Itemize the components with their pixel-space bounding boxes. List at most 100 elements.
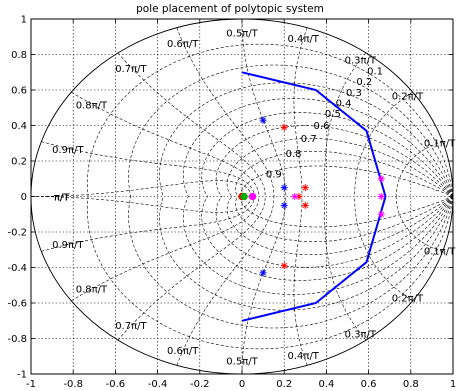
frequency-curve — [71, 91, 260, 197]
chart-title: pole placement of polytopic system — [136, 3, 324, 15]
damping-label: 0.2 — [356, 77, 372, 88]
frequency-label: 0.4π/T — [288, 351, 320, 362]
x-tick-label: 0.2 — [276, 379, 292, 390]
damping-label: 0.5 — [325, 109, 341, 120]
pole-marker — [259, 116, 267, 124]
y-tick-label: 0.8 — [11, 50, 27, 61]
zgrid-layer — [31, 19, 454, 374]
frequency-label: 0.3π/T — [345, 329, 377, 340]
frequency-label: π/T — [54, 193, 70, 204]
frequency-label: 0.7π/T — [115, 64, 147, 75]
star-stroke — [302, 184, 309, 191]
frequency-label: π/T — [54, 193, 70, 204]
star-stroke — [378, 193, 385, 200]
y-tick-label: -0.6 — [7, 299, 27, 310]
frequency-label: 0.7π/T — [115, 321, 147, 332]
frequency-label: 0.8π/T — [76, 100, 108, 111]
star-stroke — [291, 193, 298, 200]
frequency-curve — [241, 196, 287, 374]
frequency-label: 0.9π/T — [52, 145, 84, 156]
star-stroke — [260, 270, 266, 276]
damping-label: 0.7 — [301, 134, 317, 145]
star-stroke — [378, 211, 385, 218]
frequency-curve — [41, 141, 255, 197]
frequency-curve — [293, 27, 308, 197]
damping-curve — [215, 196, 454, 268]
y-tick-label: 0.2 — [11, 157, 27, 168]
frequency-curve — [31, 196, 252, 213]
damping-label: 0.6 — [314, 121, 330, 132]
pole-marker — [280, 184, 288, 192]
points-layer — [238, 116, 385, 277]
pole-marker — [377, 210, 385, 218]
frequency-label: 0.1π/T — [424, 246, 456, 257]
pole-marker — [377, 175, 385, 183]
damping-label: 0.4 — [336, 98, 352, 109]
x-tick-label: -1 — [26, 379, 36, 390]
x-tick-label: 0.6 — [361, 379, 377, 390]
pole-dot — [248, 192, 257, 201]
x-tick-label: -0.4 — [148, 379, 168, 390]
pole-marker — [280, 262, 288, 270]
y-tick-label: 0 — [21, 192, 27, 203]
frequency-curve — [323, 52, 367, 197]
frequency-label: 0.2π/T — [392, 91, 424, 102]
star-stroke — [281, 202, 288, 209]
x-tick-label: 0 — [239, 379, 245, 390]
damping-curve — [215, 125, 454, 197]
frequency-label: 0.3π/T — [345, 56, 377, 67]
y-tick-label: -0.2 — [7, 228, 27, 239]
pole-marker — [377, 193, 385, 200]
pole-dot — [240, 192, 248, 201]
damping-curve — [159, 196, 454, 311]
frequency-curve — [41, 196, 255, 252]
pole-marker — [291, 193, 299, 200]
x-tick-label: -0.2 — [190, 379, 210, 390]
y-tick-label: -0.4 — [7, 263, 27, 274]
frequency-curve — [293, 196, 308, 366]
frequency-curve — [395, 196, 443, 252]
frequency-curve — [241, 19, 287, 197]
x-tick-label: -0.6 — [106, 379, 126, 390]
region-layer — [241, 71, 387, 322]
star-stroke — [281, 124, 288, 131]
frequency-label: 0.8π/T — [76, 285, 108, 296]
grid-layer — [31, 19, 453, 374]
x-tick-label: 0.8 — [403, 379, 419, 390]
damping-curve — [226, 196, 454, 255]
damping-label: 0.1 — [367, 66, 383, 77]
star-stroke — [302, 202, 309, 209]
x-tick-label: 0.4 — [318, 379, 334, 390]
damping-curve — [159, 82, 454, 197]
y-tick-label: -1 — [17, 370, 27, 381]
frequency-label: 0.5π/T — [226, 357, 258, 368]
star-stroke — [281, 262, 288, 269]
damping-curve — [128, 64, 454, 197]
damping-curve — [201, 112, 454, 197]
x-tick-label: -0.8 — [63, 379, 83, 390]
ticks-layer: -1 -0.8 -0.6 -0.4 -0.2 0 0.2 0.4 0.6 0.8 1 -1 -0.8 -0… — [7, 15, 456, 391]
frequency-curve — [176, 27, 275, 197]
y-tick-label: 0.6 — [11, 86, 27, 97]
frequency-label: 0.1π/T — [424, 139, 456, 150]
frequency-label: 0.2π/T — [392, 294, 424, 305]
star-stroke — [260, 117, 266, 123]
damping-curve — [235, 151, 454, 197]
frequency-label: 0.6π/T — [167, 346, 199, 357]
damping-label: 0.8 — [286, 149, 302, 160]
region-boundary — [241, 71, 387, 322]
damping-label: 0.9 — [266, 169, 282, 180]
frequency-curve — [31, 180, 252, 197]
pole-marker — [280, 123, 288, 131]
frequency-label: 0.4π/T — [288, 34, 320, 45]
damping-label: 0.3 — [346, 88, 362, 99]
star-stroke — [296, 193, 302, 200]
pole-marker — [301, 184, 309, 192]
frequency-label: 0.6π/T — [167, 39, 199, 50]
damping-curve — [235, 196, 454, 242]
damping-curve — [183, 196, 454, 295]
pole-marker — [301, 201, 309, 209]
y-tick-label: 1 — [21, 15, 27, 26]
damping-curve — [128, 196, 454, 329]
